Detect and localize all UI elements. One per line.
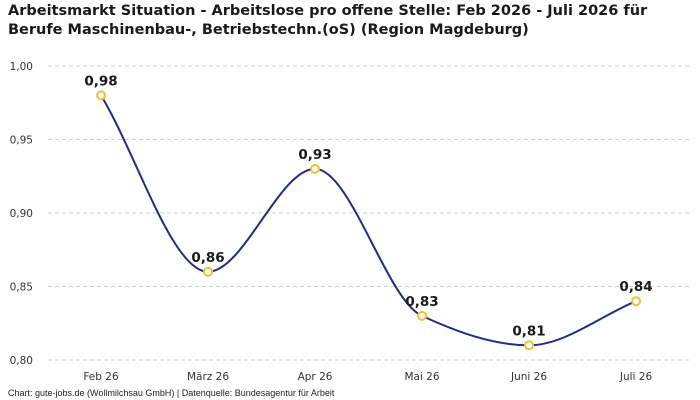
data-markers xyxy=(96,90,641,351)
data-point xyxy=(96,90,106,101)
data-label: 0,86 xyxy=(191,250,224,266)
data-labels: 0,98 0,86 0,93 0,83 0,81 0,84 xyxy=(84,73,652,339)
data-label: 0,83 xyxy=(405,294,438,310)
y-tick-label: 0,85 xyxy=(10,282,33,294)
x-tick-label: Apr 26 xyxy=(298,371,333,383)
x-axis-tick-labels: Feb 26 März 26 Apr 26 Mai 26 Juni 26 Juli 26 xyxy=(83,371,652,383)
data-point xyxy=(310,163,320,174)
x-tick-label: Juni 26 xyxy=(510,371,547,383)
data-label: 0,81 xyxy=(512,323,545,339)
y-tick-label: 0,90 xyxy=(10,208,33,220)
x-tick-label: März 26 xyxy=(187,371,229,383)
x-tick-label: Mai 26 xyxy=(404,371,439,383)
data-point xyxy=(524,340,534,351)
y-tick-label: 0,80 xyxy=(10,355,33,367)
data-label: 0,98 xyxy=(84,73,117,89)
chart-title: Arbeitsmarkt Situation - Arbeitslose pro… xyxy=(8,3,648,38)
y-axis-tick-labels: 0,80 0,85 0,90 0,95 1,00 xyxy=(10,61,33,367)
y-tick-label: 1,00 xyxy=(10,61,33,73)
data-point xyxy=(203,266,213,277)
series-line xyxy=(100,94,637,347)
chart-source-footer: Chart: gute-jobs.de (Wollmilchsau GmbH) … xyxy=(8,388,335,398)
data-point xyxy=(631,296,641,307)
data-label: 0,84 xyxy=(619,279,652,295)
data-label: 0,93 xyxy=(298,147,331,163)
grid-lines xyxy=(48,65,692,361)
x-tick-label: Juli 26 xyxy=(619,371,653,383)
data-point xyxy=(417,310,427,321)
x-tick-label: Feb 26 xyxy=(83,371,119,383)
y-tick-label: 0,95 xyxy=(10,135,33,147)
